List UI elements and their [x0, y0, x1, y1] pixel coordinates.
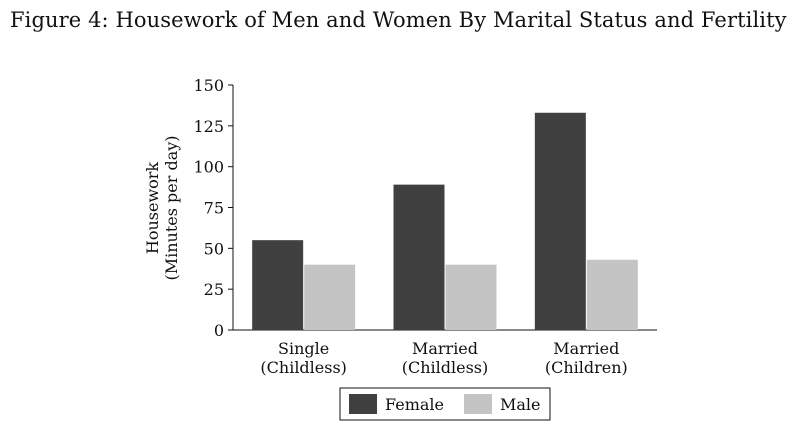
- y-axis-label-line: (Minutes per day): [162, 135, 181, 280]
- axes: 0 25 50 75 100 125 150 Housework(Minutes per da…: [143, 76, 657, 377]
- y-tick-label: 75: [204, 199, 224, 218]
- x-tick-label-line: Married: [553, 339, 619, 358]
- x-tick-label: Married (Children): [545, 339, 628, 377]
- y-tick-label: 0: [214, 321, 224, 340]
- figure-title: Figure 4: Housework of Men and Women By …: [10, 8, 787, 32]
- legend-swatch-female: [349, 394, 377, 414]
- bars: [252, 112, 638, 331]
- y-tick-label: 25: [204, 280, 224, 299]
- bar-female-2: [393, 184, 445, 330]
- x-tick-label-line: Married: [412, 339, 478, 358]
- bar-male-3: [586, 259, 638, 330]
- x-tick-label: Married (Childless): [402, 339, 489, 377]
- legend-swatch-male: [464, 394, 492, 414]
- x-tick-label-line: (Childless): [260, 358, 347, 377]
- bar-female-3: [534, 112, 586, 331]
- x-tick-label-line: (Children): [545, 358, 628, 377]
- bar-male-1: [304, 264, 356, 330]
- y-axis-label: Housework(Minutes per day): [143, 135, 181, 280]
- legend-label-male: Male: [500, 395, 541, 414]
- y-tick-label: 100: [193, 158, 224, 177]
- bar-female-1: [252, 240, 304, 330]
- y-axis-label-line: Housework: [143, 162, 162, 255]
- x-tick-label-line: Single: [278, 339, 329, 358]
- x-tick-label: Single (Childless): [260, 339, 347, 377]
- y-tick-label: 150: [193, 76, 224, 95]
- legend: Female Male: [339, 387, 551, 421]
- bar-male-2: [445, 264, 497, 330]
- y-tick-label: 125: [193, 117, 224, 136]
- x-tick-label-line: (Childless): [402, 358, 489, 377]
- legend-label-female: Female: [385, 395, 444, 414]
- y-tick-label: 50: [204, 239, 224, 258]
